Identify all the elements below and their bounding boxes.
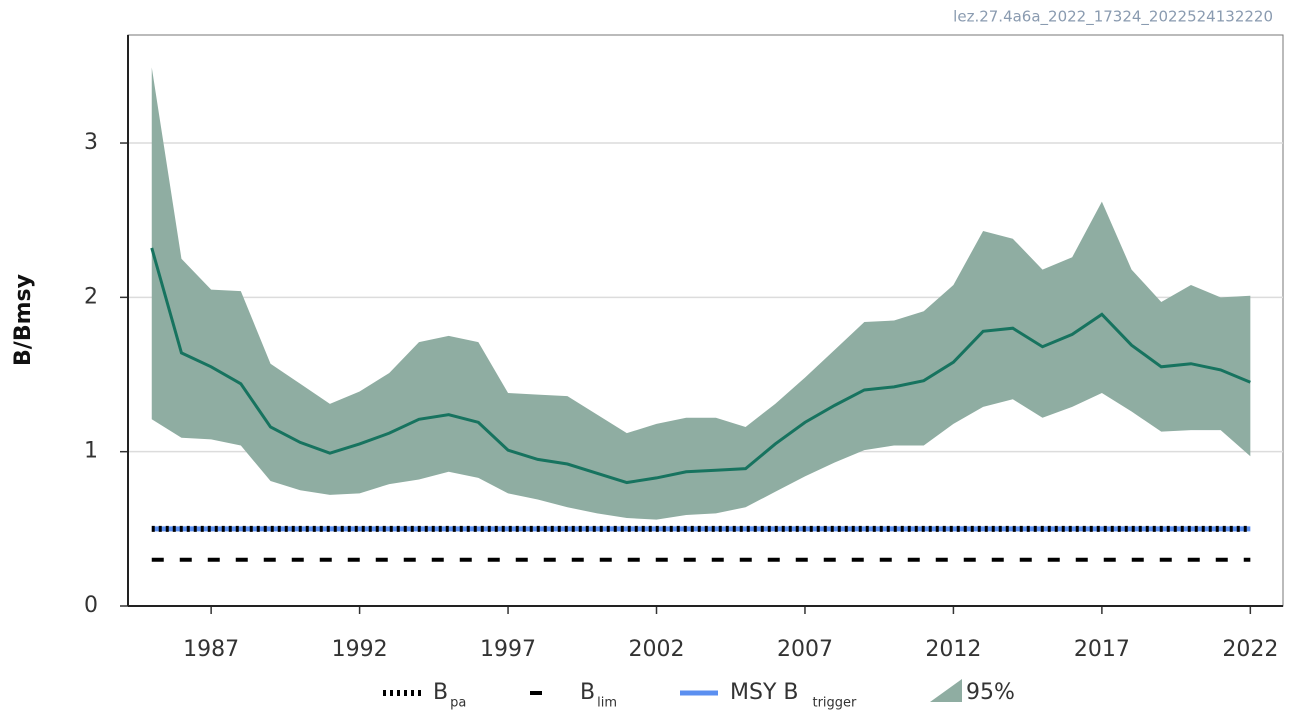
watermark: lez.27.4a6a_2022_17324_2022524132220 (953, 8, 1273, 27)
legend-swatch (930, 679, 962, 702)
legend-label: B (580, 680, 595, 705)
legend-label: 95% (966, 680, 1015, 705)
x-tick-label: 2012 (925, 637, 981, 662)
y-axis-label: B/Bmsy (11, 274, 36, 366)
legend-label: MSY B (730, 680, 798, 705)
legend-subscript: lim (597, 696, 617, 711)
x-tick-label: 1997 (480, 637, 536, 662)
legend-subscript: trigger (812, 696, 857, 711)
x-tick-label: 1992 (332, 637, 388, 662)
legend-label: B (433, 680, 448, 705)
y-tick-label: 2 (84, 284, 98, 309)
x-tick-label: 2017 (1074, 637, 1130, 662)
x-tick-label: 1987 (183, 637, 239, 662)
y-tick-label: 3 (84, 130, 98, 155)
y-tick-label: 1 (84, 439, 98, 464)
legend-item: MSY B trigger (680, 680, 857, 711)
x-tick-label: 2007 (777, 637, 833, 662)
legend-subscript: pa (450, 696, 466, 711)
data-line (150, 247, 1251, 485)
x-tick-label: 2002 (629, 637, 685, 662)
x-tick-label: 2022 (1222, 637, 1278, 662)
y-tick-label: 0 (84, 593, 98, 618)
legend-item: 95% (930, 679, 1015, 705)
confidence-band (151, 67, 1251, 520)
